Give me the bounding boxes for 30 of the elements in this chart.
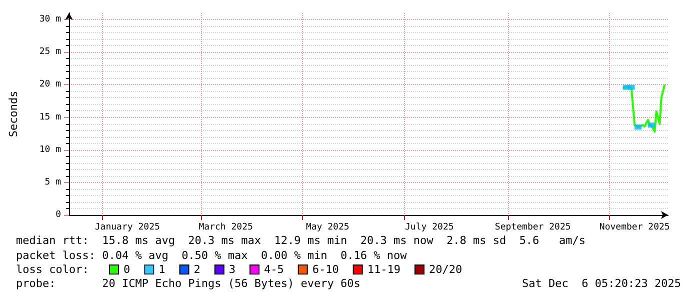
legend-label: 3 [228, 263, 236, 276]
text: packet loss: 0.04 % avg 0.50 % max 0.00 % min 0.16 % now [16, 249, 408, 262]
legend-label: 1 [158, 263, 166, 276]
text: median rtt: 15.8 ms avg 20.3 ms max 12.9 ms min 20.3 ms now 2.8 ms sd 5.6 am/s [16, 234, 586, 247]
x-tick-label: May 2025 [306, 222, 350, 232]
y-tick-label: 30 m [39, 14, 61, 25]
text: Sat Dec 6 05:20:23 2025 [522, 277, 682, 290]
point [628, 84, 635, 90]
y-tick-label: 5 m [44, 177, 61, 188]
y-tick-label: 10 m [39, 144, 61, 155]
legend-label: 4-5 [264, 263, 284, 276]
x-tick-label: November 2025 [599, 222, 670, 232]
x-tick-label: January 2025 [94, 222, 160, 232]
point [634, 124, 642, 130]
legend-label: 11-19 [367, 263, 400, 276]
x-tick-label: July 2025 [405, 222, 454, 232]
text: probe: 20 ICMP Echo Pings (56 Bytes) every 60s [16, 277, 360, 290]
x-tick-label: March 2025 [198, 222, 253, 232]
point [648, 122, 655, 128]
y-tick-label: 25 m [39, 47, 61, 58]
y-axis-title: Seconds [7, 90, 20, 138]
y-tick-label: 0 [56, 210, 61, 220]
legend-label: 0 [124, 263, 130, 276]
y-tick-label: 15 m [39, 112, 61, 122]
legend-title: loss color: [16, 263, 89, 276]
legend-label: 2 [194, 263, 200, 276]
legend-label: 20/20 [428, 263, 462, 276]
y-tick-label: 20 m [39, 80, 61, 90]
x-tick-label: September 2025 [494, 222, 571, 232]
legend-label: 6-10 [312, 263, 339, 276]
